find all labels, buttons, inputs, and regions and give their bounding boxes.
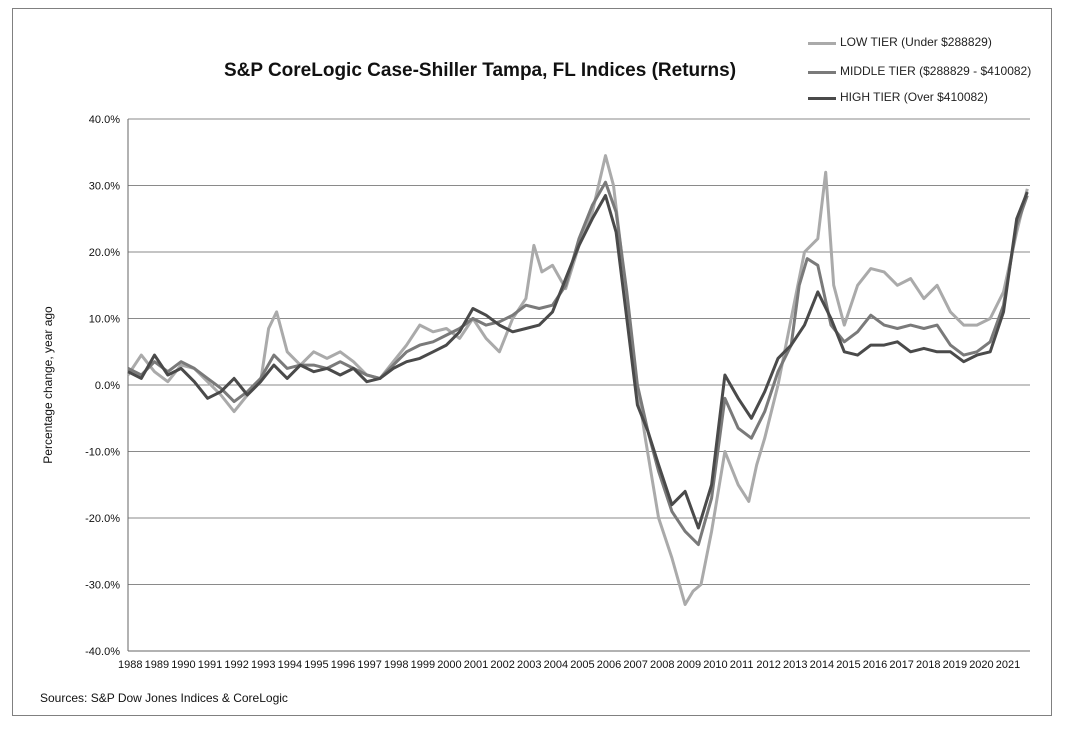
- x-tick-label: 2004: [544, 659, 568, 671]
- series-line-middle-tier: [127, 180, 1029, 547]
- x-tick-label: 1995: [304, 659, 328, 671]
- x-tick-label: 2015: [836, 659, 860, 671]
- x-tick-label: 1999: [411, 659, 435, 671]
- legend-label-middle-tier: MIDDLE TIER ($288829 - $410082): [840, 64, 1032, 78]
- y-tick-label: -10.0%: [85, 447, 120, 459]
- x-tick-label: 1992: [224, 659, 248, 671]
- x-tick-label: 2020: [969, 659, 993, 671]
- y-tick-label: 20.0%: [89, 247, 120, 259]
- x-tick-label: 2018: [916, 659, 940, 671]
- x-tick-label: 1996: [331, 659, 355, 671]
- series-line-high-tier: [127, 191, 1029, 530]
- y-tick-label: 40.0%: [89, 114, 120, 126]
- x-tick-label: 2006: [597, 659, 621, 671]
- y-tick-label: -30.0%: [85, 580, 120, 592]
- x-tick-label: 2010: [703, 659, 727, 671]
- y-axis-label: Percentage change, year ago: [41, 306, 55, 464]
- legend-swatch-low-tier: [808, 42, 836, 45]
- x-tick-label: 2011: [730, 659, 754, 671]
- legend-swatch-middle-tier: [808, 71, 836, 74]
- y-tick-label: 0.0%: [95, 380, 120, 392]
- x-tick-label: 2001: [464, 659, 488, 671]
- x-tick-label: 1997: [357, 659, 381, 671]
- x-tick-label: 2012: [756, 659, 780, 671]
- y-tick-label: -20.0%: [85, 513, 120, 525]
- legend-label-low-tier: LOW TIER (Under $288829): [840, 35, 992, 49]
- x-tick-label: 2003: [517, 659, 541, 671]
- chart-title: S&P CoreLogic Case-Shiller Tampa, FL Ind…: [223, 60, 737, 81]
- x-tick-label: 2009: [677, 659, 701, 671]
- x-tick-label: 2013: [783, 659, 807, 671]
- x-tick-label: 1988: [118, 659, 142, 671]
- y-tick-label: 30.0%: [89, 181, 120, 193]
- x-tick-label: 1990: [171, 659, 195, 671]
- legend-label-high-tier: HIGH TIER (Over $410082): [840, 90, 988, 104]
- y-tick-label: -40.0%: [85, 646, 120, 658]
- x-tick-label: 1993: [251, 659, 275, 671]
- x-tick-label: 2002: [490, 659, 514, 671]
- x-tick-label: 1998: [384, 659, 408, 671]
- legend-swatch-high-tier: [808, 97, 836, 100]
- x-tick-label: 2005: [570, 659, 594, 671]
- source-note: Sources: S&P Dow Jones Indices & CoreLog…: [40, 691, 288, 705]
- x-tick-label: 1991: [198, 659, 222, 671]
- series-line-low-tier: [126, 154, 1029, 606]
- x-tick-label: 2007: [623, 659, 647, 671]
- x-tick-label: 2017: [889, 659, 913, 671]
- x-tick-label: 2021: [996, 659, 1020, 671]
- x-tick-label: 2000: [437, 659, 461, 671]
- chart-frame: [12, 8, 1052, 716]
- x-tick-label: 1994: [278, 659, 302, 671]
- x-tick-label: 1989: [145, 659, 169, 671]
- x-tick-label: 2014: [810, 659, 834, 671]
- y-tick-label: 10.0%: [89, 314, 120, 326]
- x-tick-label: 2019: [943, 659, 967, 671]
- x-tick-label: 2008: [650, 659, 674, 671]
- x-tick-label: 2016: [863, 659, 887, 671]
